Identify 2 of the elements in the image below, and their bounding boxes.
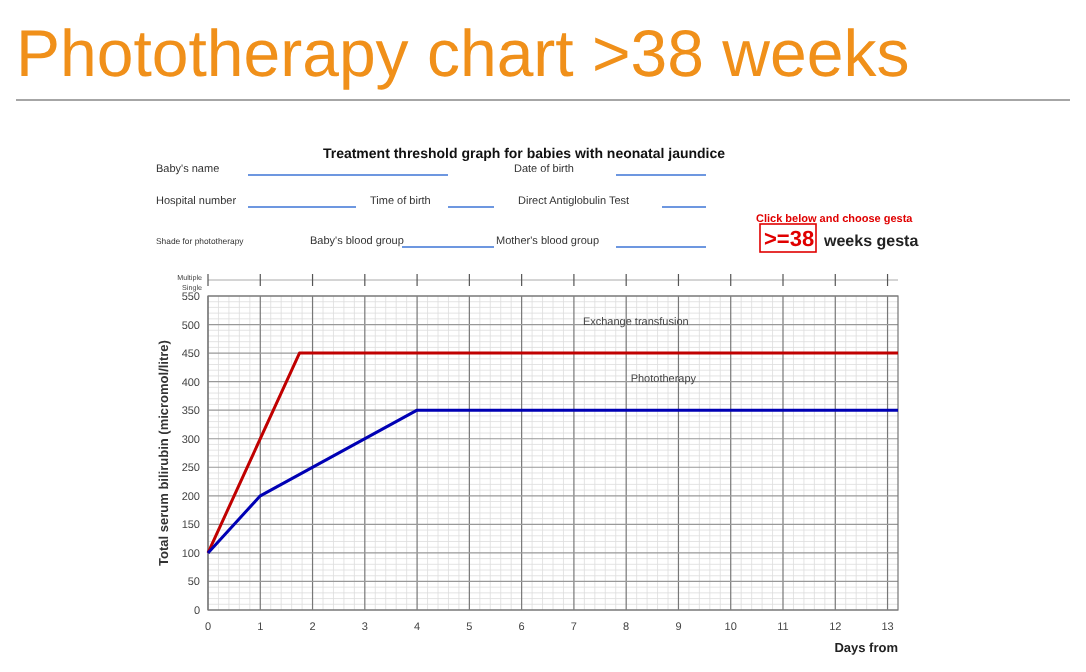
text: weeks gesta [822, 232, 920, 250]
chart-title: Phototherapy chart >38 weeks [16, 16, 910, 90]
